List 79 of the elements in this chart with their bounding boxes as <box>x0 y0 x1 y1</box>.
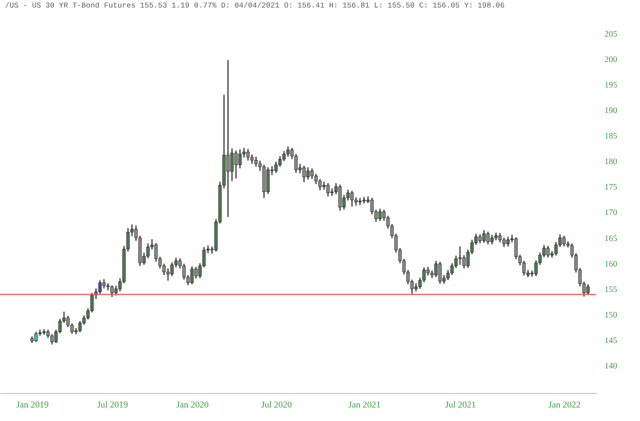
candlestick <box>278 156 282 168</box>
candlestick <box>282 150 286 162</box>
candlestick <box>350 190 354 208</box>
candlestick <box>114 285 118 296</box>
y-tick-label: 170 <box>604 207 618 218</box>
candlestick <box>66 315 70 328</box>
candlestick <box>586 284 590 296</box>
y-tick-label: 200 <box>604 54 618 64</box>
candlestick <box>146 242 150 259</box>
x-tick-label: Jan 2021 <box>348 400 381 410</box>
candlestick <box>326 182 330 197</box>
candlestick <box>498 232 502 243</box>
x-tick-label: Jan 2020 <box>176 400 210 410</box>
candlestick <box>462 254 466 269</box>
candlestick <box>302 165 306 183</box>
candlestick <box>190 266 194 285</box>
candlestick <box>438 261 442 284</box>
y-tick-label: 150 <box>604 309 618 320</box>
y-tick-label: 140 <box>604 360 618 370</box>
candlestick <box>562 235 566 247</box>
candlestick <box>506 236 510 247</box>
candlestick <box>110 284 114 298</box>
y-tick-label: 155 <box>604 284 618 294</box>
candlestick <box>338 184 342 212</box>
candlestick <box>446 269 450 281</box>
candlestick <box>306 166 310 180</box>
y-tick-label: 160 <box>604 258 618 268</box>
y-tick-label: 195 <box>604 80 618 90</box>
candlestick <box>486 231 490 245</box>
candlestick <box>482 230 486 244</box>
candlestick <box>154 242 158 262</box>
y-tick-label: 205 <box>604 28 618 38</box>
candlestick <box>78 320 82 333</box>
candlestick <box>310 168 314 180</box>
candlestick <box>250 154 254 164</box>
candlestick <box>422 266 426 283</box>
y-tick-label: 190 <box>604 105 618 116</box>
candlestick <box>102 278 106 289</box>
candlestick <box>458 246 462 266</box>
candlestick <box>34 331 38 342</box>
candlestick <box>294 154 298 174</box>
y-tick-label: 180 <box>604 156 618 166</box>
candlestick <box>522 260 526 276</box>
candlestick <box>450 262 454 276</box>
candlestick <box>274 161 278 174</box>
candlestick <box>490 234 494 245</box>
candlestick <box>226 60 230 218</box>
y-tick-label: 185 <box>604 130 618 141</box>
candlestick <box>246 148 250 162</box>
candlestick <box>266 166 270 194</box>
candlestick <box>170 262 174 277</box>
candlestick <box>166 268 170 282</box>
candlestick <box>378 208 382 222</box>
y-tick-label: 165 <box>604 232 618 243</box>
candlestick <box>182 263 186 280</box>
candlestick <box>554 241 558 256</box>
candlestick <box>194 266 198 280</box>
candlestick <box>254 156 258 168</box>
candlestick <box>234 150 238 180</box>
candlestick <box>502 237 506 248</box>
x-tick-label: Jan 2019 <box>16 400 50 410</box>
candlestick <box>238 148 242 169</box>
candlestick <box>318 178 322 191</box>
y-tick-label: 145 <box>604 334 618 345</box>
x-tick-label: Jul 2020 <box>261 400 292 410</box>
candlestick <box>478 234 482 244</box>
y-tick-label: 175 <box>604 182 618 192</box>
candlestick <box>546 245 550 258</box>
candlestick <box>370 197 374 215</box>
x-tick-label: Jan 2022 <box>548 400 581 410</box>
x-tick-label: Jul 2021 <box>445 400 476 410</box>
candlestick <box>230 148 234 182</box>
candlestick <box>314 173 318 185</box>
candlestick <box>98 280 102 294</box>
candlestick <box>434 260 438 278</box>
candlestick <box>514 236 518 260</box>
candlestick <box>286 146 290 158</box>
x-tick-label: Jul 2019 <box>97 400 128 410</box>
candlestick <box>50 334 54 345</box>
